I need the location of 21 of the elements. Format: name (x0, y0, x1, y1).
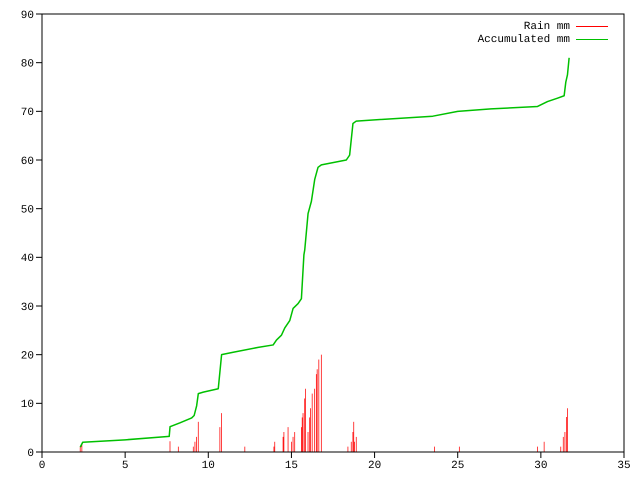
y-tick-label: 60 (20, 156, 34, 168)
x-tick-label: 35 (617, 460, 631, 472)
x-tick-label: 20 (368, 460, 382, 472)
x-tick-label: 5 (122, 460, 128, 472)
x-tick-label: 0 (38, 460, 46, 472)
y-tick-label: 50 (20, 204, 34, 217)
y-tick-label: 20 (20, 350, 34, 363)
y-tick-label: 80 (20, 58, 34, 71)
legend-label: Rain mm (524, 20, 570, 32)
y-tick-label: 70 (20, 107, 34, 120)
x-tick-label: 15 (284, 460, 298, 472)
y-tick-label: 30 (20, 302, 34, 314)
y-tick-label: 40 (20, 253, 34, 266)
x-tick-label: 25 (451, 460, 464, 472)
y-tick-label: 90 (20, 10, 34, 22)
x-tick-label: 10 (202, 460, 215, 472)
legend-label: Accumulated mm (478, 34, 570, 46)
line-series (79, 57, 570, 448)
x-tick-label: 30 (534, 460, 548, 472)
y-tick-label: 10 (20, 399, 34, 412)
y-tick-label: 0 (27, 448, 34, 460)
